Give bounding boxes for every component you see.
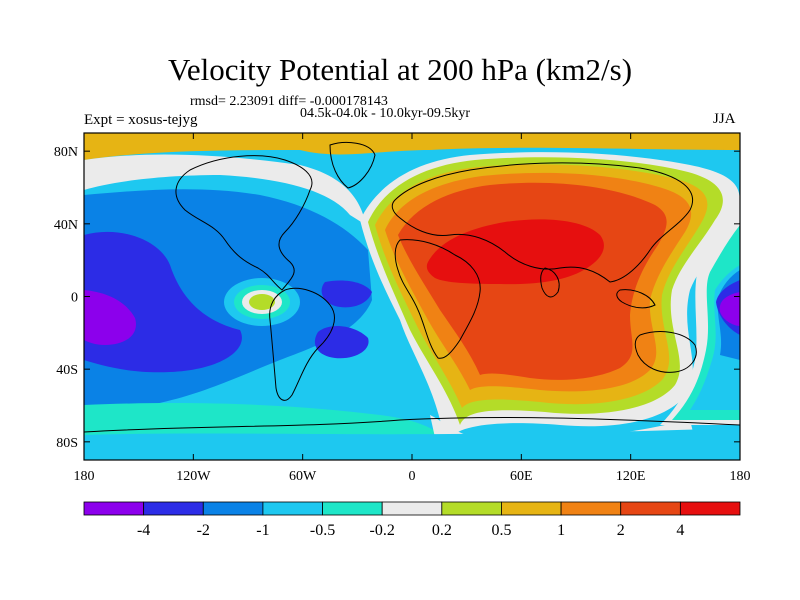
colorbar-label: -2: [197, 522, 210, 539]
colorbar-label: -0.2: [370, 522, 395, 539]
colorbar-label: 0.5: [491, 522, 511, 539]
velocity-potential-field: [84, 133, 740, 460]
colorbar-segment: [322, 501, 383, 516]
colorbar-label: -1: [256, 522, 269, 539]
colorbar-label: 0.2: [432, 522, 452, 539]
x-tick-label: 0: [409, 469, 416, 484]
y-tick-label: 40N: [54, 218, 78, 233]
colorbar-segment: [679, 501, 741, 516]
colorbar-segment: [381, 501, 443, 516]
coast-australia: [634, 331, 697, 373]
colorbar-label: -4: [137, 522, 150, 539]
colorbar-label: 1: [557, 522, 565, 539]
coast-north-america: [175, 155, 313, 291]
x-tick-label: 180: [730, 469, 751, 484]
y-tick-label: 0: [71, 291, 78, 306]
chart-title: Velocity Potential at 200 hPa (km2/s): [167, 52, 633, 87]
period-subtitle: 04.5k-04.0k - 10.0kyr-09.5kyr: [300, 106, 471, 121]
contour-pacific-deep-min: [84, 290, 136, 345]
colorbar-segment: [202, 501, 264, 516]
coast-south-america: [269, 287, 335, 401]
colorbar-segment: [83, 501, 145, 516]
colorbar-segment: [560, 501, 622, 516]
coast-antarctica: [84, 417, 740, 433]
coast-eurasia: [391, 162, 693, 283]
contour-atlantic-min: [314, 326, 369, 359]
colorbar-segment: [143, 501, 204, 516]
coast-greenland: [329, 142, 376, 189]
x-tick-label: 180: [74, 469, 95, 484]
y-tick-label: 40S: [56, 363, 78, 378]
y-axis: 80N 40N 0 40S 80S: [54, 145, 740, 451]
contour-antarctic-cyan: [84, 428, 740, 460]
contour-north-band: [84, 133, 740, 160]
colorbar-segment: [501, 501, 562, 516]
colorbar: -4 -2 -1 -0.5 -0.2 0.2 0.5 1 2 4: [83, 501, 741, 539]
contour-ring-core: [249, 294, 275, 310]
experiment-label: Expt = xosus-tejyg: [84, 112, 198, 128]
coast-maritime-continent: [616, 289, 656, 309]
coast-africa: [394, 239, 481, 359]
x-tick-label: 120E: [616, 469, 646, 484]
y-tick-label: 80N: [54, 145, 78, 160]
colorbar-segment: [620, 501, 681, 516]
colorbar-segment: [441, 501, 502, 516]
y-tick-label: 80S: [56, 436, 78, 451]
colorbar-label: 4: [676, 522, 684, 539]
x-tick-label: 60E: [510, 469, 533, 484]
x-tick-label: 120W: [176, 469, 211, 484]
colorbar-label: -0.5: [310, 522, 335, 539]
x-axis: 180 120W 60W 0 60E 120E 180: [74, 133, 751, 484]
contour-west-pacific-min: [719, 292, 740, 326]
contour-zero-band-north: [84, 154, 366, 225]
coastlines: [84, 142, 740, 433]
season-label: JJA: [713, 111, 736, 127]
colorbar-label: 2: [617, 522, 625, 539]
colorbar-segment: [262, 501, 323, 516]
contour-equatorial-min: [321, 280, 372, 308]
rmsd-annotation: rmsd= 2.23091 diff= -0.000178143: [190, 94, 388, 109]
x-tick-label: 60W: [289, 469, 317, 484]
coast-indian-subcontinent: [540, 267, 560, 298]
